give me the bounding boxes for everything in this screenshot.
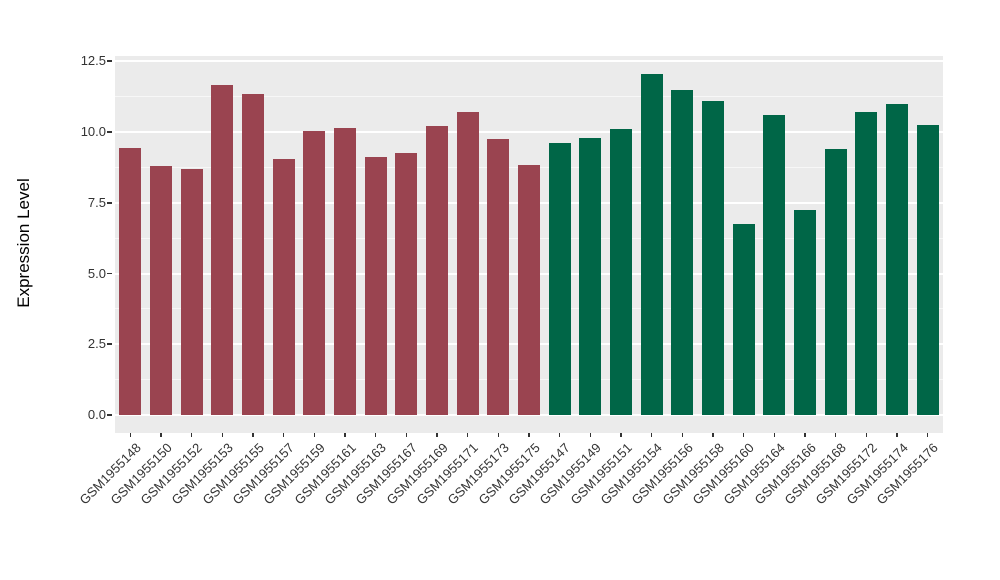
x-tick-mark-GSM1955153	[221, 433, 224, 437]
bar-GSM1955151	[610, 129, 632, 415]
x-tick-mark-GSM1955171	[466, 433, 469, 437]
bar-GSM1955147	[548, 143, 571, 415]
x-tick-mark-GSM1955149	[589, 433, 592, 437]
bar-GSM1955156	[671, 89, 694, 415]
bar-GSM1955148	[119, 147, 142, 415]
y-tick-label-7.5: 7.5	[87, 194, 106, 210]
x-tick-mark-GSM1955147	[558, 433, 561, 437]
y-tick-label-2.5: 2.5	[87, 336, 106, 352]
bar-GSM1955161	[334, 127, 356, 415]
y-tick-label-10.0: 10.0	[80, 124, 106, 139]
x-tick-mark-GSM1955164	[773, 433, 776, 437]
x-tick-mark-GSM1955167	[405, 433, 408, 437]
bar-GSM1955175	[518, 164, 540, 415]
y-tick-mark-2.5	[107, 343, 112, 346]
x-tick-mark-GSM1955176	[926, 433, 929, 437]
y-tick-label-0.0: 0.0	[87, 407, 106, 422]
x-tick-mark-GSM1955160	[742, 433, 745, 437]
bar-GSM1955174	[886, 103, 908, 415]
bar-GSM1955169	[426, 126, 448, 415]
bar-GSM1955163	[364, 157, 387, 415]
bar-GSM1955176	[916, 124, 939, 415]
x-tick-mark-GSM1955151	[620, 433, 622, 437]
bar-GSM1955152	[180, 168, 203, 415]
bar-GSM1955157	[272, 158, 295, 415]
bar-GSM1955154	[640, 74, 663, 415]
gridline-major-10	[115, 131, 943, 133]
bar-GSM1955164	[763, 115, 786, 415]
bar-GSM1955155	[242, 93, 264, 415]
x-tick-mark-GSM1955161	[344, 433, 346, 437]
x-tick-mark-GSM1955152	[190, 433, 193, 437]
bar-GSM1955173	[487, 139, 510, 415]
x-tick-mark-GSM1955174	[896, 433, 898, 437]
y-tick-mark-7.5	[107, 201, 112, 204]
y-tick-label-12.5: 12.5	[80, 53, 106, 69]
x-tick-mark-GSM1955150	[160, 433, 162, 437]
gridline-minor-11.25	[115, 96, 943, 98]
bar-GSM1955149	[579, 137, 602, 415]
bar-GSM1955159	[303, 130, 326, 415]
bar-GSM1955158	[702, 100, 724, 415]
x-tick-mark-GSM1955168	[834, 433, 837, 437]
x-tick-mark-GSM1955169	[436, 433, 438, 437]
bar-GSM1955153	[211, 85, 234, 415]
x-tick-mark-GSM1955173	[497, 433, 500, 437]
x-tick-mark-GSM1955148	[129, 433, 132, 437]
bar-GSM1955166	[794, 209, 816, 415]
bar-GSM1955168	[824, 148, 847, 415]
bar-GSM1955160	[732, 223, 755, 415]
y-tick-mark-5.0	[107, 272, 112, 275]
x-tick-mark-GSM1955175	[528, 433, 530, 437]
bar-GSM1955171	[456, 112, 479, 415]
x-tick-mark-GSM1955157	[282, 433, 285, 437]
bar-GSM1955172	[855, 112, 878, 415]
y-tick-mark-12.5	[107, 60, 112, 63]
x-tick-mark-GSM1955163	[374, 433, 377, 437]
bar-GSM1955167	[395, 153, 418, 415]
y-tick-mark-10.0	[107, 131, 112, 133]
y-tick-mark-0.0	[107, 414, 112, 416]
x-tick-mark-GSM1955156	[681, 433, 684, 437]
bar-GSM1955150	[150, 165, 172, 415]
x-tick-mark-GSM1955154	[650, 433, 653, 437]
x-tick-mark-GSM1955159	[313, 433, 316, 437]
gridline-major-0	[115, 414, 943, 416]
x-tick-mark-GSM1955158	[712, 433, 714, 437]
x-tick-mark-GSM1955172	[865, 433, 868, 437]
x-tick-mark-GSM1955155	[252, 433, 254, 437]
x-tick-mark-GSM1955166	[804, 433, 806, 437]
plot-panel	[115, 56, 943, 433]
y-tick-label-5.0: 5.0	[87, 265, 106, 281]
gridline-major-12.5	[115, 60, 943, 63]
